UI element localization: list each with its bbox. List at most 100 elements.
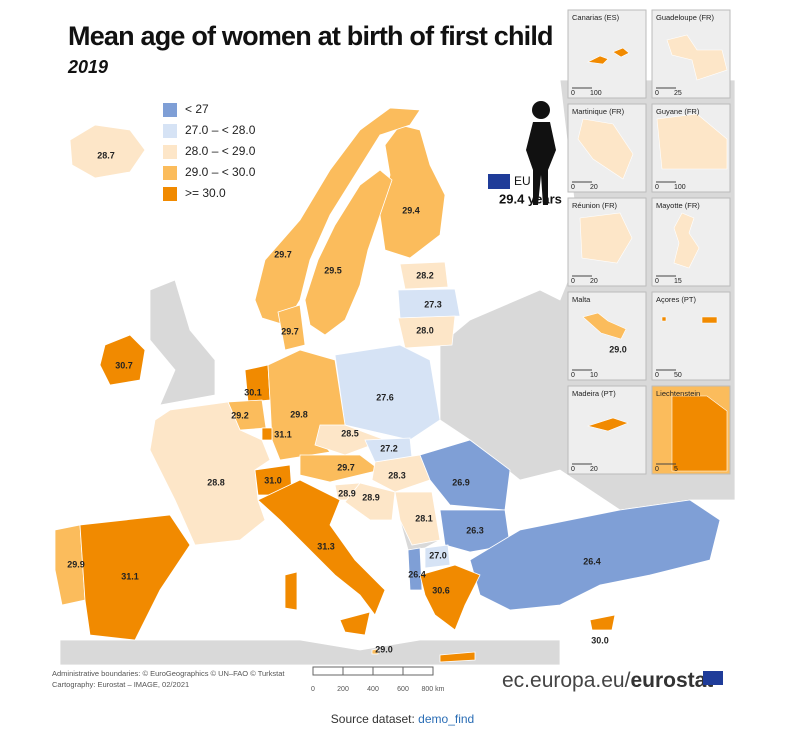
site: ec.europa.eu/ (502, 669, 631, 692)
region-value: 29.7 (274, 249, 292, 259)
source-label: Source dataset: (330, 712, 419, 726)
region (149, 401, 271, 546)
region-value: 28.0 (416, 325, 434, 335)
scale-label: 800 km (422, 686, 445, 693)
inset-land (666, 34, 728, 81)
region-value: 26.3 (466, 525, 484, 535)
inset: Guadeloupe (FR) 0 25 (651, 9, 731, 99)
inset: Malta 0 10 29.0 (567, 291, 647, 381)
inset-land (577, 118, 634, 180)
inset-scale-label: 20 (590, 184, 598, 191)
region-value: 27.6 (376, 392, 394, 402)
region (439, 651, 476, 663)
eu-flag (703, 671, 723, 685)
region (424, 544, 451, 569)
inset-scale-label: 0 (655, 372, 659, 379)
region-value: 28.2 (416, 270, 434, 280)
region (314, 424, 387, 456)
inset-title: Canarias (ES) (572, 13, 620, 22)
inset-scale-label: 0 (655, 184, 659, 191)
legend-swatch (163, 187, 177, 201)
subtitle: 2019 (67, 57, 108, 77)
region (339, 611, 371, 636)
inset-title: Liechtenstein (656, 389, 700, 398)
inset-frame (651, 291, 731, 381)
region-value: 28.9 (362, 492, 380, 502)
region-value: 30.6 (432, 585, 450, 595)
region-value: 31.0 (264, 475, 282, 485)
legend-swatch (163, 103, 177, 117)
scale-label: 400 (367, 686, 379, 693)
region (79, 514, 191, 641)
region-value: 29.7 (337, 462, 355, 472)
region-value: 27.0 (429, 550, 447, 560)
region (99, 334, 146, 386)
inset-title: Açores (PT) (656, 295, 697, 304)
region-value: 26.4 (583, 556, 601, 566)
region-value: 31.1 (274, 429, 292, 439)
region-value: 30.1 (244, 387, 262, 397)
eu-label: EU (514, 174, 531, 188)
inset: Açores (PT) 0 50 (651, 291, 731, 381)
inset-title: Guyane (FR) (656, 107, 700, 116)
inset-scale-label: 0 (571, 466, 575, 473)
region (397, 288, 461, 319)
region-value: 26.9 (452, 477, 470, 487)
map: 28.7 29.4 29.7 29.5 28.2 27.3 28.0 29.7 30.7 30.1… (52, 9, 735, 693)
inset-title: Madeira (PT) (572, 389, 616, 398)
region-value: 29.7 (281, 326, 299, 336)
inset-value: 29.0 (609, 344, 627, 354)
brand: eurostat (630, 669, 713, 692)
eu-figure (488, 101, 556, 205)
inset-frame (567, 103, 647, 193)
region (379, 124, 446, 259)
inset-scale-label: 20 (590, 466, 598, 473)
region (261, 427, 273, 441)
inset-title: Guadeloupe (FR) (656, 13, 714, 22)
region-value: 30.0 (591, 635, 609, 645)
page: 28.7 29.4 29.7 29.5 28.2 27.3 28.0 29.7 30.7 30.1… (52, 9, 735, 726)
source-link[interactable]: demo_find (418, 712, 475, 726)
inset-scale-label: 0 (655, 90, 659, 97)
region-value: 29.0 (375, 644, 393, 654)
inset-scale-label: 5 (674, 466, 678, 473)
inset-scale-label: 25 (674, 90, 682, 97)
region (407, 547, 423, 591)
inset-land (586, 47, 630, 65)
region-value: 29.4 (402, 205, 420, 215)
inset-land (656, 113, 728, 170)
inset: Guyane (FR) 0 100 (651, 103, 731, 193)
inset-frame (567, 9, 647, 99)
region-value: 27.2 (380, 443, 398, 453)
inset-scale-label: 0 (571, 90, 575, 97)
scale-label: 200 (337, 686, 349, 693)
inset: Liechtenstein 0 5 (651, 385, 731, 475)
region (299, 454, 381, 483)
legend-swatch (163, 166, 177, 180)
inset-scale-label: 100 (674, 184, 686, 191)
region-value: 28.3 (388, 470, 406, 480)
region (394, 491, 441, 546)
inset: Réunion (FR) 0 20 (567, 197, 647, 287)
legend-swatch (163, 124, 177, 138)
inset-land (671, 395, 728, 472)
inset-title: Martinique (FR) (572, 107, 625, 116)
legend-label: 28.0 – < 29.0 (185, 144, 256, 158)
region (589, 614, 616, 631)
region (371, 454, 431, 493)
inset-scale-label: 10 (590, 372, 598, 379)
inset-scale-label: 0 (571, 184, 575, 191)
scale-bar (312, 666, 434, 676)
region (469, 499, 721, 611)
scale-label: 0 (311, 686, 315, 693)
region-value: 26.4 (408, 569, 426, 579)
inset-land (661, 316, 718, 324)
site-url: ec.europa.eu/eurostat (502, 669, 713, 692)
region-value: 29.5 (324, 265, 342, 275)
title: Mean age of women at birth of first chil… (68, 21, 553, 51)
legend-label: 29.0 – < 30.0 (185, 165, 256, 179)
inset-scale-label: 100 (590, 90, 602, 97)
region (419, 564, 481, 631)
region-value: 29.9 (67, 559, 85, 569)
inset-land (673, 212, 700, 269)
